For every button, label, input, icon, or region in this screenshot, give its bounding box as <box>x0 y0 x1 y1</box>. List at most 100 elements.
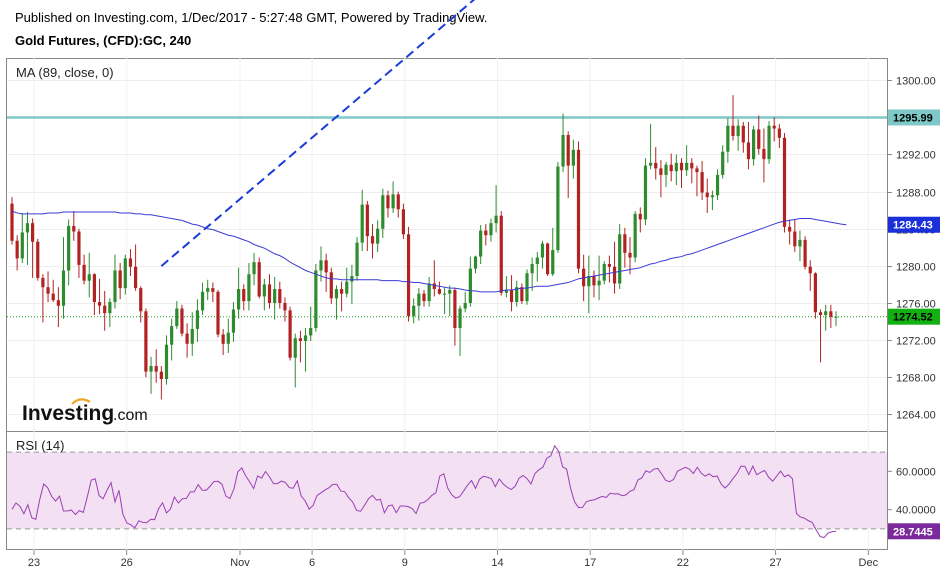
candle-body <box>329 272 333 299</box>
candle-body <box>31 223 35 242</box>
candle-body <box>623 234 627 253</box>
candle-body <box>808 266 812 274</box>
candle-body <box>772 125 776 129</box>
candle-body <box>25 223 30 233</box>
last-close-tag-box <box>888 308 940 325</box>
candle-body <box>237 289 241 310</box>
ma-legend: MA (89, close, 0) <box>16 65 114 80</box>
price-tick-label: 1288.00 <box>896 188 936 200</box>
rsi-line <box>11 444 837 539</box>
candle-body <box>685 162 689 171</box>
candle-body <box>334 289 339 299</box>
investing-logo: Investing .com <box>22 398 148 425</box>
candle-body <box>195 310 199 329</box>
candle-body <box>319 260 323 271</box>
candle-body <box>602 263 606 281</box>
candle-body <box>669 164 673 172</box>
candle-body <box>679 162 684 171</box>
candle-body <box>453 289 457 329</box>
resistance-tag-label: 1295.99 <box>893 112 933 124</box>
candle-body <box>710 195 714 198</box>
candle-body <box>370 236 375 244</box>
candle-body <box>355 242 359 277</box>
candle-body <box>206 288 210 292</box>
candle-body <box>309 328 313 336</box>
candle-body <box>180 308 184 334</box>
candle-body <box>283 302 287 311</box>
candle-body <box>798 239 802 247</box>
candle-body <box>546 243 550 275</box>
candle-body <box>386 195 390 209</box>
rsi-series <box>11 444 837 539</box>
candle-body <box>752 129 756 160</box>
price-tick-label: 1292.00 <box>896 150 936 162</box>
candle-body <box>437 289 442 294</box>
candle-body <box>618 234 622 284</box>
candle-body <box>767 125 771 160</box>
time-tick-label: 23 <box>28 557 40 569</box>
candle-body <box>314 270 318 329</box>
key-levels <box>7 0 887 318</box>
price-tick-label: 1300.00 <box>896 76 936 88</box>
candle-body <box>360 204 364 243</box>
candle-body <box>340 289 344 294</box>
candle-body <box>257 262 261 297</box>
candle-body <box>499 215 503 293</box>
price-tick-label: 1272.00 <box>896 336 936 348</box>
price-tick-label: 1268.00 <box>896 373 936 385</box>
candle-body <box>540 243 545 258</box>
candle-body <box>427 283 431 302</box>
candle-body <box>10 203 14 241</box>
candle-body <box>376 228 380 244</box>
candle-body <box>288 310 292 358</box>
candle-body <box>381 195 385 229</box>
time-tick-label: Nov <box>230 557 250 569</box>
logo-swoosh <box>71 398 91 405</box>
rsi-band <box>7 451 887 530</box>
candle-body <box>412 305 416 316</box>
logo-suffix-text: .com <box>113 407 148 424</box>
candle-body <box>123 258 127 289</box>
candle-body <box>159 371 163 380</box>
instrument-title: Gold Futures, (CFD):GC, 240 <box>15 33 192 48</box>
candle-body <box>20 232 24 259</box>
candle-body <box>185 333 189 344</box>
candle-body <box>97 302 102 306</box>
candle-body <box>154 366 158 372</box>
time-tick-label: 17 <box>584 557 596 569</box>
published-caption: Published on Investing.com, 1/Dec/2017 -… <box>15 10 488 25</box>
candle-body <box>365 204 369 237</box>
ma-last-tag-label: 1284.43 <box>893 220 933 232</box>
trendline <box>160 0 476 267</box>
candle-body <box>144 311 148 372</box>
candle-body <box>489 223 493 236</box>
candle-body <box>46 287 50 294</box>
candle-body <box>479 230 483 257</box>
candle-body <box>530 263 534 274</box>
price-tick-label: 1264.00 <box>896 410 936 422</box>
candle-body <box>556 166 560 251</box>
candle-body <box>345 281 349 294</box>
rsi-legend: RSI (14) <box>16 438 64 453</box>
time-tick-label: 6 <box>309 557 315 569</box>
candle-body <box>592 276 596 286</box>
candle-body <box>221 334 225 344</box>
candle-body <box>422 293 426 302</box>
candle-body <box>633 213 637 258</box>
candle-body <box>829 311 833 317</box>
candle-body <box>664 164 668 175</box>
price-tags: 1295.99 1284.43 1274.52 28.7445 <box>888 109 940 540</box>
candle-body <box>597 280 601 286</box>
candle-body <box>736 125 740 136</box>
candle-body <box>113 270 117 303</box>
candle-body <box>834 316 838 318</box>
candle-body <box>535 257 539 264</box>
ma-last-tag-box <box>888 216 940 233</box>
candle-body <box>762 148 766 160</box>
candle-body <box>396 194 400 210</box>
rsi-last-tag-label: 28.7445 <box>893 526 933 538</box>
rsi-tick-label: 40.0000 <box>896 505 936 517</box>
rsi-last-tag-box <box>888 523 940 540</box>
candle-body <box>103 305 107 314</box>
